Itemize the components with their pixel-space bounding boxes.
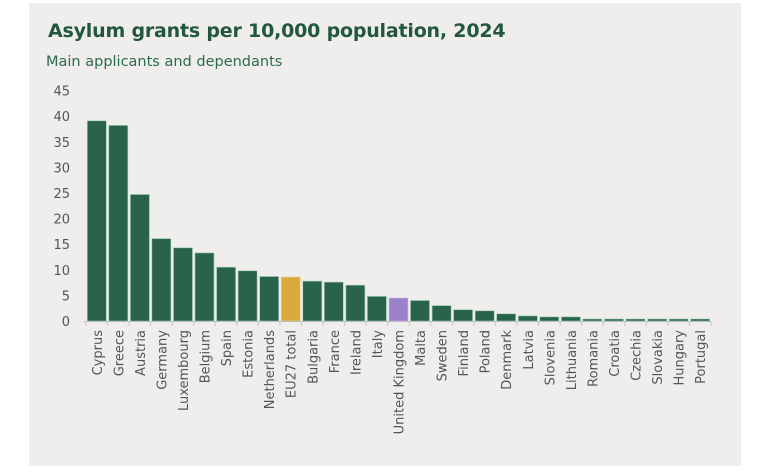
y-tick-label: 10 (53, 264, 70, 279)
y-tick-label: 5 (62, 289, 70, 304)
x-tick-label: Malta (414, 330, 429, 366)
bar-romania (582, 318, 603, 322)
x-tick-label: EU27 total (285, 330, 300, 398)
x-tick-label: Latvia (522, 330, 537, 370)
bar-belgium (194, 252, 215, 322)
bar-malta (410, 300, 430, 322)
bar-eu27-total (280, 276, 301, 322)
bar-finland (453, 309, 473, 322)
bar-bulgaria (302, 280, 323, 322)
bar-united-kingdom (388, 297, 409, 322)
x-tick-label: Germany (155, 330, 170, 390)
bar-croatia (604, 318, 624, 322)
bar-austria (130, 194, 150, 322)
x-tick-label: Lithuania (565, 330, 580, 390)
bar-latvia (517, 315, 538, 322)
x-tick-label: Luxembourg (177, 330, 192, 411)
x-tick-label: Sweden (436, 330, 451, 381)
x-tick-label: Cyprus (91, 330, 106, 376)
x-tick-label: Poland (479, 330, 494, 373)
bar-portugal (690, 318, 711, 322)
y-tick-label: 20 (53, 213, 70, 228)
bar-germany (151, 238, 172, 322)
y-tick-label: 45 (53, 85, 70, 100)
y-tick-label: 35 (53, 136, 70, 151)
x-tick-label: Ireland (349, 330, 364, 375)
x-tick-label: Bulgaria (306, 330, 321, 384)
x-tick-label: Netherlands (263, 330, 278, 409)
y-axis: 0 5 10 15 20 25 30 35 40 45 (53, 85, 70, 330)
x-tick-label: France (328, 330, 343, 373)
bar-estonia (237, 270, 258, 322)
x-tick-label: Hungary (673, 330, 688, 386)
y-tick-label: 40 (53, 110, 70, 125)
bar-greece (108, 125, 129, 322)
bar-cyprus (87, 120, 107, 322)
bar-ireland (345, 284, 366, 322)
x-tick-label: Slovenia (543, 330, 558, 385)
chart-title: Asylum grants per 10,000 population, 202… (48, 20, 506, 42)
y-tick-label: 15 (53, 238, 70, 253)
chart-subtitle: Main applicants and dependants (46, 54, 283, 70)
x-tick-label: Spain (220, 330, 235, 366)
bar-netherlands (259, 276, 280, 322)
x-tick-label: Belgium (199, 330, 214, 383)
x-tick-label: Croatia (608, 330, 623, 377)
x-tick-label: Denmark (500, 330, 515, 390)
x-tick-label: Estonia (242, 330, 257, 378)
x-tick-label: Italy (371, 330, 386, 359)
x-tick-label: Finland (457, 330, 472, 376)
bars (87, 120, 711, 322)
bar-denmark (496, 313, 517, 322)
y-tick-label: 0 (62, 315, 70, 330)
bar-slovakia (647, 318, 667, 322)
x-axis: Cyprus Greece Austria Germany Luxembourg Belg… (84, 321, 712, 434)
x-tick-label: Portugal (694, 330, 709, 384)
x-tick-label: Czechia (630, 330, 645, 381)
bar-czechia (625, 318, 646, 322)
bar-italy (367, 296, 387, 322)
bar-hungary (668, 318, 689, 322)
bar-sweden (431, 305, 452, 322)
x-tick-label: Greece (112, 330, 127, 376)
bar-france (323, 281, 344, 322)
x-tick-label: Romania (586, 330, 601, 387)
y-tick-label: 30 (53, 161, 70, 176)
x-tick-label: Slovakia (651, 330, 666, 385)
y-tick-label: 25 (53, 187, 70, 202)
bar-luxembourg (173, 247, 193, 322)
x-tick-label: United Kingdom (392, 330, 407, 434)
bar-poland (474, 310, 495, 322)
bar-slovenia (539, 316, 560, 322)
bar-lithuania (561, 316, 581, 322)
bar-spain (216, 266, 236, 322)
x-tick-label: Austria (134, 330, 149, 376)
